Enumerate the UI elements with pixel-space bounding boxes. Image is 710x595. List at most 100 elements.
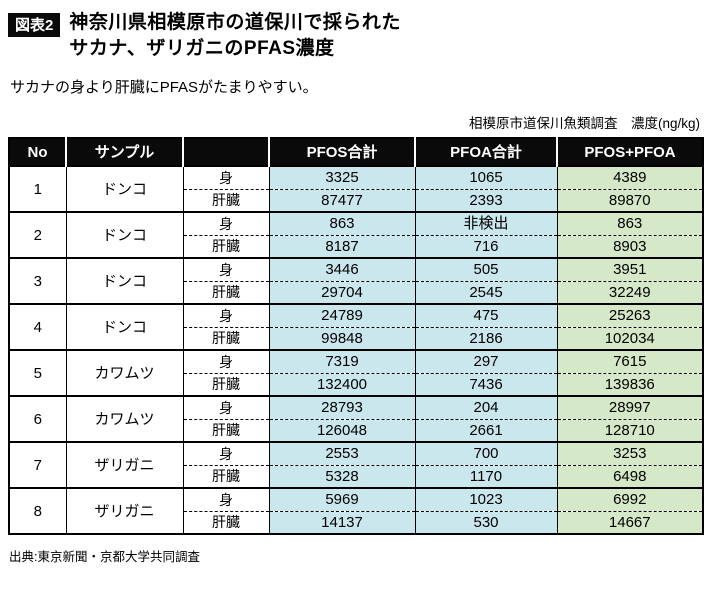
table-row: 肝臓 8187 716 8903: [9, 235, 704, 259]
cell-sample: ドンコ: [65, 303, 184, 351]
cell-part-liver: 肝臓: [182, 511, 270, 535]
table-row: 2 ドンコ 身 863 非検出 863: [8, 211, 704, 259]
cell-pfoa-body: 700: [414, 441, 558, 466]
cell-total-body: 863: [556, 211, 704, 236]
cell-pfoa-liver: 2393: [414, 189, 558, 213]
cell-pfos-liver: 29704: [268, 281, 416, 305]
cell-total-body: 3253: [556, 441, 704, 466]
cell-pfos-liver: 87477: [268, 189, 416, 213]
cell-total-liver: 102034: [556, 327, 704, 351]
figure-subtitle: サカナの身より肝臓にPFASがたまりやすい。: [10, 79, 318, 97]
col-header-pfos-total: PFOS合計: [268, 137, 416, 167]
cell-pfoa-body: 297: [414, 349, 558, 374]
cell-sample: カワムツ: [65, 395, 184, 443]
cell-part-liver: 肝臓: [182, 373, 270, 397]
figure-title-line2: サカナ、ザリガニのPFAS濃度: [69, 38, 335, 60]
cell-part-body: 身: [182, 165, 270, 190]
cell-no: 4: [8, 303, 67, 351]
figure-header: 図表2 神奈川県相模原市の道保川で採られた サカナ、ザリガニのPFAS濃度: [8, 10, 702, 62]
cell-sample: ドンコ: [65, 257, 184, 305]
cell-total-body: 28997: [556, 395, 704, 420]
cell-no: 6: [8, 395, 67, 443]
table-row: 肝臓 126048 2661 128710: [9, 419, 704, 443]
table-row: 肝臓 14137 530 14667: [9, 511, 704, 535]
cell-total-body: 7615: [556, 349, 704, 374]
cell-sample: ザリガニ: [65, 441, 184, 489]
cell-part-liver: 肝臓: [182, 465, 270, 489]
cell-no: 3: [8, 257, 67, 305]
cell-part-body: 身: [182, 395, 270, 420]
cell-pfos-body: 3325: [268, 165, 416, 190]
table-row: 7 ザリガニ 身 2553 700 3253: [8, 441, 704, 489]
col-header-part: [182, 137, 270, 167]
table-row: 肝臓 29704 2545 32249: [9, 281, 704, 305]
cell-pfoa-body: 505: [414, 257, 558, 282]
cell-pfos-liver: 126048: [268, 419, 416, 443]
cell-pfoa-liver: 716: [414, 235, 558, 259]
cell-pfoa-body: 1065: [414, 165, 558, 190]
cell-pfos-body: 3446: [268, 257, 416, 282]
cell-part-liver: 肝臓: [182, 235, 270, 259]
cell-no: 5: [8, 349, 67, 397]
cell-pfos-body: 2553: [268, 441, 416, 466]
cell-pfos-liver: 8187: [268, 235, 416, 259]
cell-part-liver: 肝臓: [182, 189, 270, 213]
cell-pfos-body: 7319: [268, 349, 416, 374]
figure-title-line1: 神奈川県相模原市の道保川で採られた: [69, 12, 401, 33]
cell-total-liver: 6498: [556, 465, 704, 489]
cell-part-body: 身: [182, 349, 270, 374]
cell-part-liver: 肝臓: [182, 327, 270, 351]
cell-no: 7: [8, 441, 67, 489]
col-header-no: No: [8, 137, 67, 167]
cell-total-liver: 14667: [556, 511, 704, 535]
cell-sample: ドンコ: [65, 165, 184, 213]
table-row: 8 ザリガニ 身 5969 1023 6992: [8, 487, 704, 535]
cell-total-body: 3951: [556, 257, 704, 282]
table-row: 肝臓 87477 2393 89870: [9, 189, 704, 213]
cell-pfos-liver: 5328: [268, 465, 416, 489]
cell-pfoa-body: 非検出: [414, 211, 558, 236]
cell-pfoa-liver: 2661: [414, 419, 558, 443]
cell-pfos-body: 24789: [268, 303, 416, 328]
cell-sample: ザリガニ: [65, 487, 184, 535]
table-row: 1 ドンコ 身 3325 1065 4389: [8, 165, 704, 213]
table-row: 6 カワムツ 身 28793 204 28997: [8, 395, 704, 443]
cell-pfos-body: 5969: [268, 487, 416, 512]
cell-total-liver: 139836: [556, 373, 704, 397]
cell-pfoa-liver: 2545: [414, 281, 558, 305]
table-row: 4 ドンコ 身 24789 475 25263: [8, 303, 704, 351]
cell-pfoa-body: 204: [414, 395, 558, 420]
cell-part-body: 身: [182, 211, 270, 236]
source-note: 出典:東京新聞・京都大学共同調査: [9, 550, 200, 565]
cell-total-liver: 89870: [556, 189, 704, 213]
cell-pfoa-body: 1023: [414, 487, 558, 512]
cell-pfos-liver: 99848: [268, 327, 416, 351]
cell-pfos-liver: 132400: [268, 373, 416, 397]
cell-pfoa-liver: 530: [414, 511, 558, 535]
figure-badge: 図表2: [8, 13, 61, 37]
cell-pfos-liver: 14137: [268, 511, 416, 535]
table-row: 肝臓 5328 1170 6498: [9, 465, 704, 489]
cell-pfos-body: 28793: [268, 395, 416, 420]
cell-total-liver: 32249: [556, 281, 704, 305]
cell-no: 1: [8, 165, 67, 213]
table-header-row: No サンプル PFOS合計 PFOA合計 PFOS+PFOA: [8, 137, 704, 167]
col-header-sample: サンプル: [65, 137, 184, 167]
survey-unit-note: 相模原市道保川魚類調査 濃度(ng/kg): [468, 116, 700, 132]
cell-no: 8: [8, 487, 67, 535]
col-header-pfos-plus-pfoa: PFOS+PFOA: [556, 137, 704, 167]
cell-total-body: 4389: [556, 165, 704, 190]
cell-no: 2: [8, 211, 67, 259]
cell-pfoa-liver: 1170: [414, 465, 558, 489]
table-row: 肝臓 132400 7436 139836: [9, 373, 704, 397]
cell-total-body: 6992: [556, 487, 704, 512]
table-row: 肝臓 99848 2186 102034: [9, 327, 704, 351]
cell-total-body: 25263: [556, 303, 704, 328]
pfas-concentration-table: No サンプル PFOS合計 PFOA合計 PFOS+PFOA 1 ドンコ 身 …: [8, 137, 704, 536]
cell-pfoa-liver: 2186: [414, 327, 558, 351]
cell-total-liver: 8903: [556, 235, 704, 259]
figure-title: 神奈川県相模原市の道保川で採られた サカナ、ザリガニのPFAS濃度: [69, 10, 401, 62]
table-row: 3 ドンコ 身 3446 505 3951: [8, 257, 704, 305]
cell-part-liver: 肝臓: [182, 419, 270, 443]
